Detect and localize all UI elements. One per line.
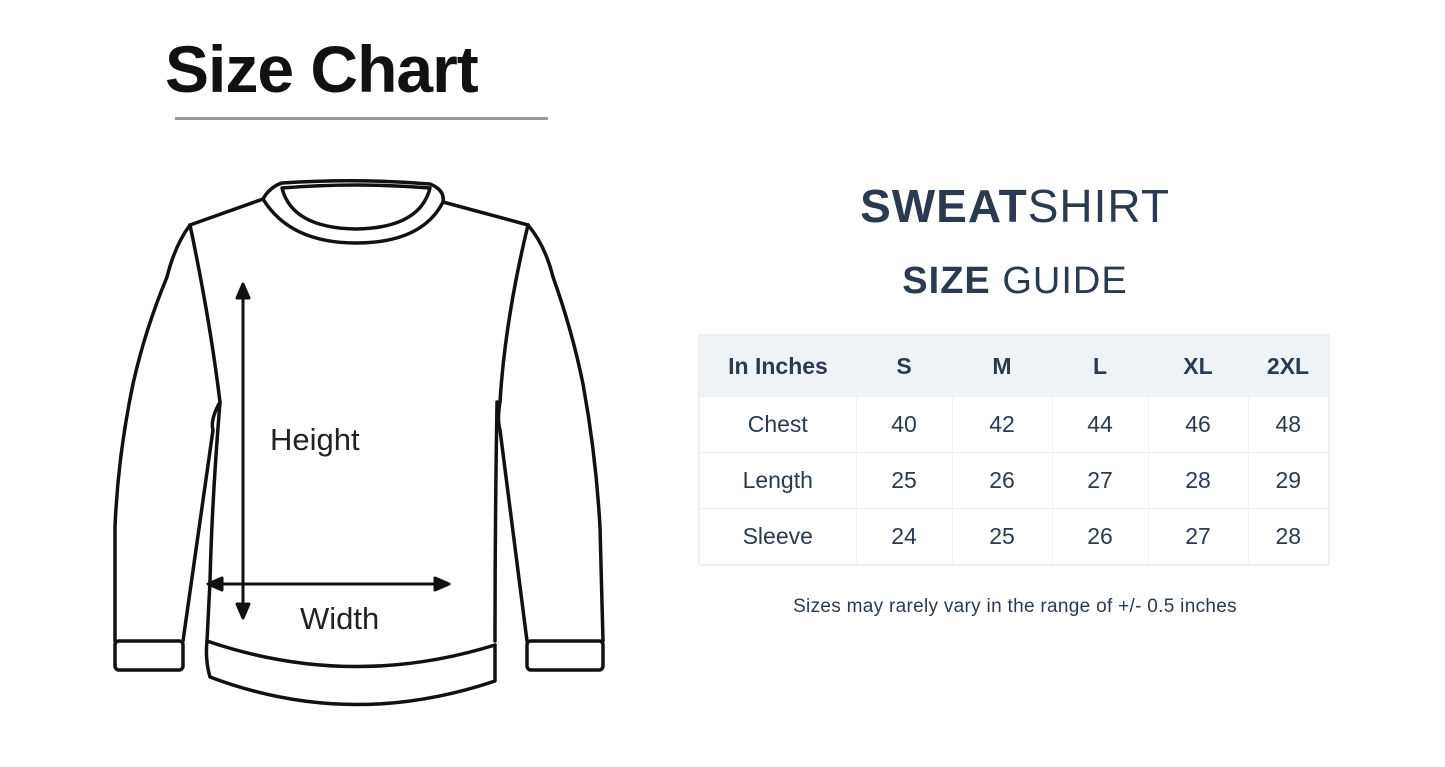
height-label: Height — [270, 422, 360, 457]
table-cell: 24 — [855, 508, 953, 566]
header-cell: In Inches — [699, 335, 856, 397]
width-label: Width — [300, 601, 380, 636]
table-cell: 25 — [951, 508, 1053, 566]
header-cell: S — [856, 335, 952, 397]
table-cell: 46 — [1147, 396, 1249, 453]
table-cell: 42 — [951, 396, 1053, 453]
product-title: SWEATSHIRT — [700, 183, 1330, 229]
size-chart-title: Size Chart — [165, 32, 479, 106]
sweatshirt-outline — [113, 178, 605, 707]
table-cell: 27 — [1147, 508, 1249, 566]
table-row: Sleeve 24 25 26 27 28 — [698, 508, 1330, 566]
size-guide-subtitle: SIZE GUIDE — [700, 262, 1330, 300]
table-cell: 28 — [1247, 508, 1330, 566]
title-underline — [175, 117, 548, 120]
table-header-row: In Inches S M L XL 2XL — [699, 335, 1329, 397]
table-cell: 26 — [1051, 508, 1149, 566]
size-variance-note: Sizes may rarely vary in the range of +/… — [793, 596, 1237, 617]
table-cell: 27 — [1051, 452, 1149, 509]
table-cell: 40 — [855, 396, 953, 453]
row-label: Length — [698, 452, 857, 509]
table-cell: 26 — [951, 452, 1053, 509]
subtitle-bold: SIZE — [902, 260, 991, 302]
header-cell: M — [952, 335, 1052, 397]
table-cell: 28 — [1147, 452, 1249, 509]
title-bold: SWEAT — [860, 180, 1028, 232]
row-label: Chest — [698, 396, 857, 453]
table-cell: 48 — [1247, 396, 1330, 453]
table-row: Chest 40 42 44 46 48 — [698, 396, 1330, 453]
table-cell: 29 — [1247, 452, 1330, 509]
table-row: Length 25 26 27 28 29 — [698, 452, 1330, 509]
row-label: Sleeve — [698, 508, 857, 566]
table-cell: 44 — [1051, 396, 1149, 453]
header-cell: 2XL — [1248, 335, 1329, 397]
header-cell: L — [1052, 335, 1148, 397]
header-cell: XL — [1148, 335, 1248, 397]
title-light: SHIRT — [1027, 180, 1170, 232]
table-cell: 25 — [855, 452, 953, 509]
height-arrow — [235, 282, 251, 620]
subtitle-light: GUIDE — [1002, 260, 1128, 302]
width-arrow — [206, 576, 451, 592]
size-table: In Inches S M L XL 2XL Chest 40 42 44 46… — [698, 334, 1330, 566]
